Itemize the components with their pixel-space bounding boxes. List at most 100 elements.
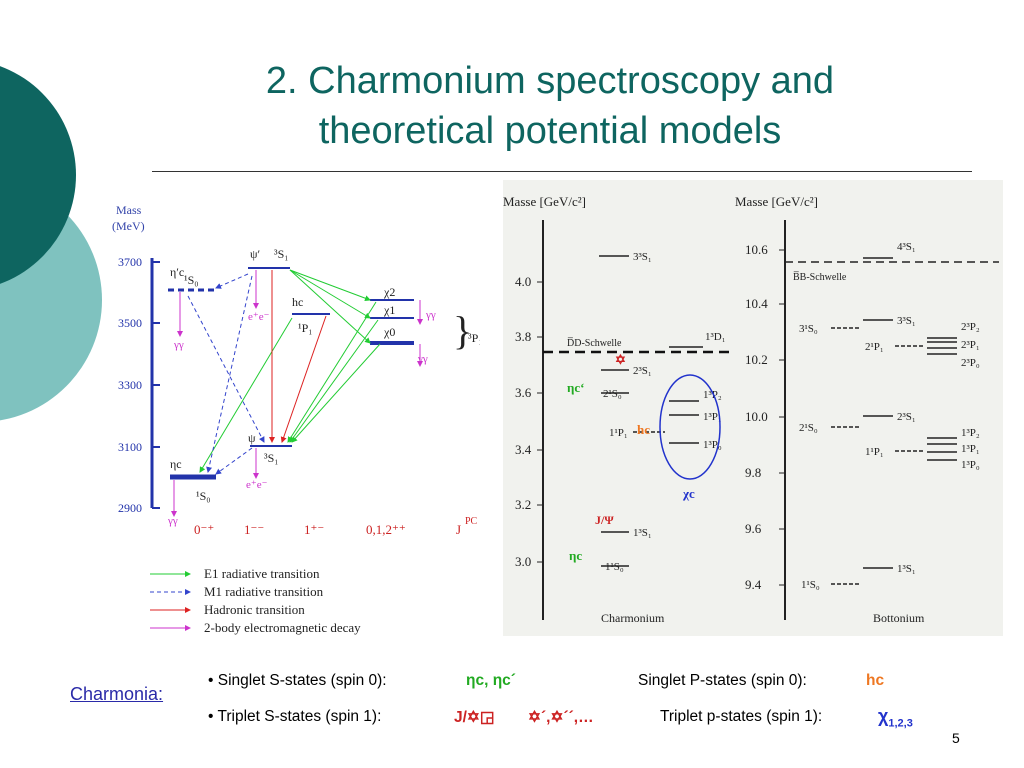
bottom-2-1s0: 2¹S₀: [799, 422, 818, 434]
charm-1p2: 1³P₂: [703, 389, 722, 401]
label-chi1: χ1: [383, 303, 395, 317]
bottom-tick-10-4: 10.4: [745, 296, 768, 311]
bottom-1-3s1: 1³S₁: [897, 563, 916, 575]
m1-psi-prime-eta-c-prime: [215, 273, 249, 289]
label-gg-3: γγ: [417, 353, 428, 365]
bottom-2p1-singlet: 2¹P₁: [865, 341, 884, 353]
tick-3700: 3700: [118, 255, 142, 269]
jpc-0mp: 0⁻⁺: [194, 522, 214, 537]
e1-chi2-psi: [287, 301, 377, 443]
title-divider: [152, 171, 972, 172]
triplet-s-label: • Triplet S-states (spin 1):: [208, 708, 382, 725]
label-eta-c: ηc: [170, 457, 182, 471]
label-chi0: χ0: [383, 325, 395, 339]
bb-threshold-label: B̅B-Schwelle: [793, 272, 847, 283]
bottom-1p2: 1³P₂: [961, 427, 980, 439]
legend-hadronic: Hadronic transition: [204, 602, 305, 617]
label-gg-4: γγ: [167, 515, 178, 527]
bottom-1p1-singlet: 1¹P₁: [865, 446, 884, 458]
tick-3300: 3300: [118, 378, 142, 392]
bottom-axis-title: Masse [GeV/c²]: [735, 194, 818, 209]
bottom-tick-10-2: 10.2: [745, 352, 768, 367]
jpc-j: J: [456, 522, 461, 537]
label-ee-2: e⁺e⁻: [246, 479, 268, 491]
anno-jpsi: J/Ψ: [595, 513, 614, 527]
anno-eta-c-prime: ηc‘: [567, 380, 584, 395]
charmonia-link[interactable]: Charmonia:: [70, 684, 164, 704]
charm-tick-3-8: 3.8: [515, 329, 531, 344]
tick-3500: 3500: [118, 316, 142, 330]
m1-psi-prime-eta-c: [206, 275, 253, 473]
e1-hc-eta-c: [199, 317, 293, 473]
axis-unit: (MeV): [112, 219, 145, 233]
charm-1-3s1: 1³S₁: [633, 527, 652, 539]
jpc-header: PC: [465, 516, 478, 527]
axis-ticks: 3700 3500 3300 3100 2900: [118, 255, 160, 515]
label-eta-c-prime: η′c: [170, 265, 184, 279]
label-eta-c-1s0: ¹S₀: [196, 489, 210, 503]
triplet-s-jpsi: J/✡◲: [454, 709, 495, 726]
charm-panel-name: Charmonium: [601, 611, 665, 625]
singlet-p-label: Singlet P-states (spin 0):: [638, 672, 807, 689]
bottom-1p0: 1³P₀: [961, 459, 980, 471]
anno-chi-c: χc: [682, 486, 695, 501]
bottom-3-1s0: 3¹S₀: [799, 323, 818, 335]
dd-threshold-label: D̅D-Schwelle: [567, 338, 622, 349]
charm-tick-3-0: 3.0: [515, 554, 531, 569]
charm-tick-4-0: 4.0: [515, 274, 531, 289]
chi-c-circle: [659, 374, 721, 480]
page-number: 5: [952, 730, 960, 746]
decorative-circles: [0, 66, 102, 421]
title-line-2: theoretical potential models: [318, 110, 782, 152]
label-psi-prime-3s1: ³S₁: [274, 247, 288, 261]
bottom-1-1s0: 1¹S₀: [801, 579, 820, 591]
legend-m1: M1 radiative transition: [204, 584, 324, 599]
tick-3100: 3100: [118, 440, 142, 454]
bottom-3-3s1: 3³S₁: [897, 315, 916, 327]
jpc-1mm: 1⁻⁻: [244, 522, 264, 537]
slide-title: 2. Charmonium spectroscopy and theoretic…: [150, 56, 950, 156]
e1-psi-prime-chi0: [289, 269, 371, 344]
singlet-s-label: • Singlet S-states (spin 0):: [208, 672, 387, 689]
charm-tick-3-4: 3.4: [515, 442, 532, 457]
charm-2-1s0: 2¹S₀: [603, 388, 622, 400]
bottom-2p2: 2³P₂: [961, 321, 980, 333]
title-line-1: 2. Charmonium spectroscopy and: [265, 60, 835, 102]
label-hc-1p1: ¹P₁: [298, 321, 312, 335]
anno-eta-c: ηc: [569, 548, 582, 563]
label-psi-3s1: ³S₁: [264, 451, 278, 465]
hadronic-hc-psi: [280, 315, 327, 443]
charm-1p1-singlet: 1¹P₁: [609, 427, 628, 439]
label-eta-c-prime-1s0: ¹S₀: [184, 273, 198, 287]
charm-axis-title: Masse [GeV/c²]: [503, 194, 586, 209]
anno-psi-star: ✡: [615, 352, 626, 367]
tick-2900: 2900: [118, 501, 142, 515]
e1-psi-prime-chi1: [289, 269, 371, 319]
bottom-tick-10-6: 10.6: [745, 242, 768, 257]
legend-e1: E1 radiative transition: [204, 566, 320, 581]
bottom-1p1-triplet: 1³P₁: [961, 443, 980, 455]
axis-title: Mass: [116, 203, 142, 217]
bottom-panel-name: Bottonium: [873, 611, 925, 625]
label-hc: hc: [292, 295, 303, 309]
legend: E1 radiative transition M1 radiative tra…: [150, 566, 361, 635]
bottom-tick-9-6: 9.6: [745, 521, 762, 536]
jpc-012pp: 0,1,2⁺⁺: [366, 522, 406, 537]
legend-decay: 2-body electromagnetic decay: [204, 620, 361, 635]
label-3pj: ³P₁: [468, 331, 480, 345]
label-ee-1: e⁺e⁻: [248, 311, 270, 323]
charm-3s1: 3³S₁: [633, 251, 652, 263]
bottom-tick-9-8: 9.8: [745, 465, 761, 480]
charm-1-1s0: 1¹S₀: [605, 561, 624, 573]
charm-1p1-triplet: 1³P₁: [703, 411, 722, 423]
e1-psi-prime-chi2: [289, 269, 371, 302]
charm-2-3s1: 2³S₁: [633, 365, 652, 377]
bottom-tick-10-0: 10.0: [745, 409, 768, 424]
triplet-s-psi-excited: ✡´,✡´´,…: [528, 709, 594, 726]
charmonium-bottonium-diagram: Masse [GeV/c²] 4.0 3.8 3.6 3.4 3.2 3.0 D…: [503, 180, 1003, 636]
charm-tick-3-2: 3.2: [515, 497, 531, 512]
m1-psi-eta-c: [215, 447, 253, 475]
label-psi-prime: ψ′: [250, 247, 261, 261]
dark-teal-circle: [0, 66, 76, 284]
charmonium-level-diagram: Mass (MeV) 3700 3500 3300 3100 2900 η′c …: [112, 203, 480, 635]
